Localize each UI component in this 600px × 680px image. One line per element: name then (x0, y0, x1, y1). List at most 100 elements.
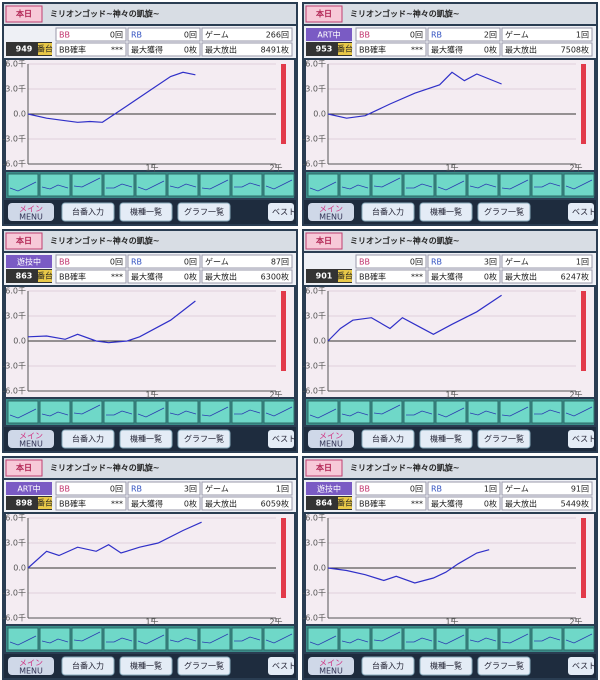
y-tick-label: 0.0 (13, 337, 26, 346)
y-tick-label: -3.0千 (302, 588, 326, 598)
nav-button[interactable] (119, 429, 173, 449)
info-value: 3回 (184, 485, 197, 494)
menu-button[interactable] (8, 203, 54, 221)
thumb-line (265, 406, 293, 417)
info-value: *** (111, 46, 123, 55)
thumb-line (341, 638, 369, 644)
header-bar (304, 4, 596, 24)
nav-label: グラフ一覧 (184, 207, 224, 217)
nav-button[interactable] (61, 656, 115, 676)
best-button[interactable] (568, 203, 594, 221)
info-cell (427, 27, 501, 42)
nav-button[interactable] (119, 202, 173, 222)
thumb-line (373, 404, 401, 415)
best-button[interactable] (568, 657, 594, 675)
payout-line (327, 549, 490, 584)
info-label: BB (59, 485, 70, 494)
info-label: RB (131, 485, 142, 494)
info-value: 0回 (110, 258, 123, 267)
info-label: RB (131, 258, 142, 267)
nav-label: 台番入力 (72, 434, 104, 444)
status-box (6, 28, 52, 41)
thumb (103, 173, 135, 197)
thumb (371, 173, 403, 197)
nav-button[interactable] (361, 429, 415, 449)
menu-label: メイン (19, 659, 43, 668)
payout-line (327, 294, 502, 342)
nav-button[interactable] (177, 429, 231, 449)
info-value: 6300枚 (261, 272, 289, 282)
nav-button[interactable] (477, 202, 531, 222)
status: 遊技中 (17, 257, 41, 267)
nav-button[interactable] (361, 202, 415, 222)
thumb (231, 627, 263, 651)
nav-label: 機種一覧 (130, 207, 162, 217)
thumb-line (309, 408, 337, 419)
info-value: 1回 (276, 485, 289, 494)
info-cell (501, 42, 593, 57)
menu-button[interactable] (308, 657, 354, 675)
unit-label: 番台 (37, 498, 53, 508)
info-label: RB (431, 258, 442, 267)
info-cell (355, 27, 427, 42)
thumb-line (234, 409, 261, 415)
status-box (6, 482, 52, 495)
info-value: 0回 (410, 31, 423, 40)
unit-box (38, 497, 52, 509)
nav-button[interactable] (177, 202, 231, 222)
nav-button[interactable] (61, 429, 115, 449)
info-label: BB (359, 258, 370, 267)
thumb (39, 400, 71, 424)
info-cell (55, 496, 127, 511)
nav-button[interactable] (477, 656, 531, 676)
y-tick-label: -6.0千 (2, 386, 26, 396)
nav-button[interactable] (419, 429, 473, 449)
indicator-bar (581, 518, 586, 598)
best-button[interactable] (268, 430, 294, 448)
info-value: 87回 (271, 258, 289, 267)
x-tick-label: 2千 (569, 617, 582, 627)
info-cell (201, 496, 293, 511)
nav-label: 機種一覧 (430, 661, 462, 671)
menu-label-en: MENU (19, 440, 43, 449)
y-tick-label: 3.0千 (5, 84, 26, 94)
info-value: 6247枚 (561, 272, 589, 282)
nav-button[interactable] (477, 429, 531, 449)
info-label: 最大獲得 (431, 272, 463, 282)
y-tick-label: 3.0千 (305, 311, 326, 321)
thumb-line (234, 182, 261, 188)
info-value: 0枚 (484, 499, 497, 509)
menu-button[interactable] (308, 203, 354, 221)
thumb-line (501, 633, 529, 644)
menu-button[interactable] (8, 657, 54, 675)
nav-button[interactable] (177, 656, 231, 676)
best-button[interactable] (268, 657, 294, 675)
thumb-line (534, 636, 561, 642)
info-label: 最大放出 (505, 499, 537, 509)
menu-button[interactable] (308, 430, 354, 448)
unit-label: 番台 (37, 271, 53, 281)
info-label: 最大獲得 (431, 45, 463, 55)
nav-button[interactable] (361, 656, 415, 676)
y-tick-label: -3.0千 (2, 134, 26, 144)
today-badge (5, 459, 43, 477)
thumb-line (234, 636, 261, 642)
thumb-line (437, 180, 465, 191)
best-button[interactable] (568, 430, 594, 448)
best-button[interactable] (268, 203, 294, 221)
thumb-line (565, 179, 593, 190)
nav-button[interactable] (61, 202, 115, 222)
nav-button[interactable] (419, 202, 473, 222)
nav-button[interactable] (119, 656, 173, 676)
nav-button[interactable] (419, 656, 473, 676)
machine-number: 949 (16, 45, 33, 54)
thumb-line (201, 406, 229, 417)
thumb (135, 400, 167, 424)
thumb-line (169, 637, 197, 643)
menu-button[interactable] (8, 430, 54, 448)
info-cell (501, 27, 593, 42)
thumb (499, 627, 531, 651)
thumb (7, 627, 39, 651)
graph-bg (306, 60, 594, 170)
best-label: ベスト (572, 662, 596, 671)
